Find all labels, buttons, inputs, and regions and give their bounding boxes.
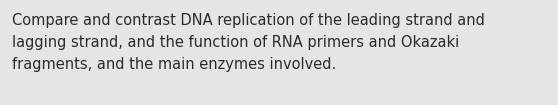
Text: Compare and contrast DNA replication of the leading strand and
lagging strand, a: Compare and contrast DNA replication of …	[12, 13, 485, 72]
